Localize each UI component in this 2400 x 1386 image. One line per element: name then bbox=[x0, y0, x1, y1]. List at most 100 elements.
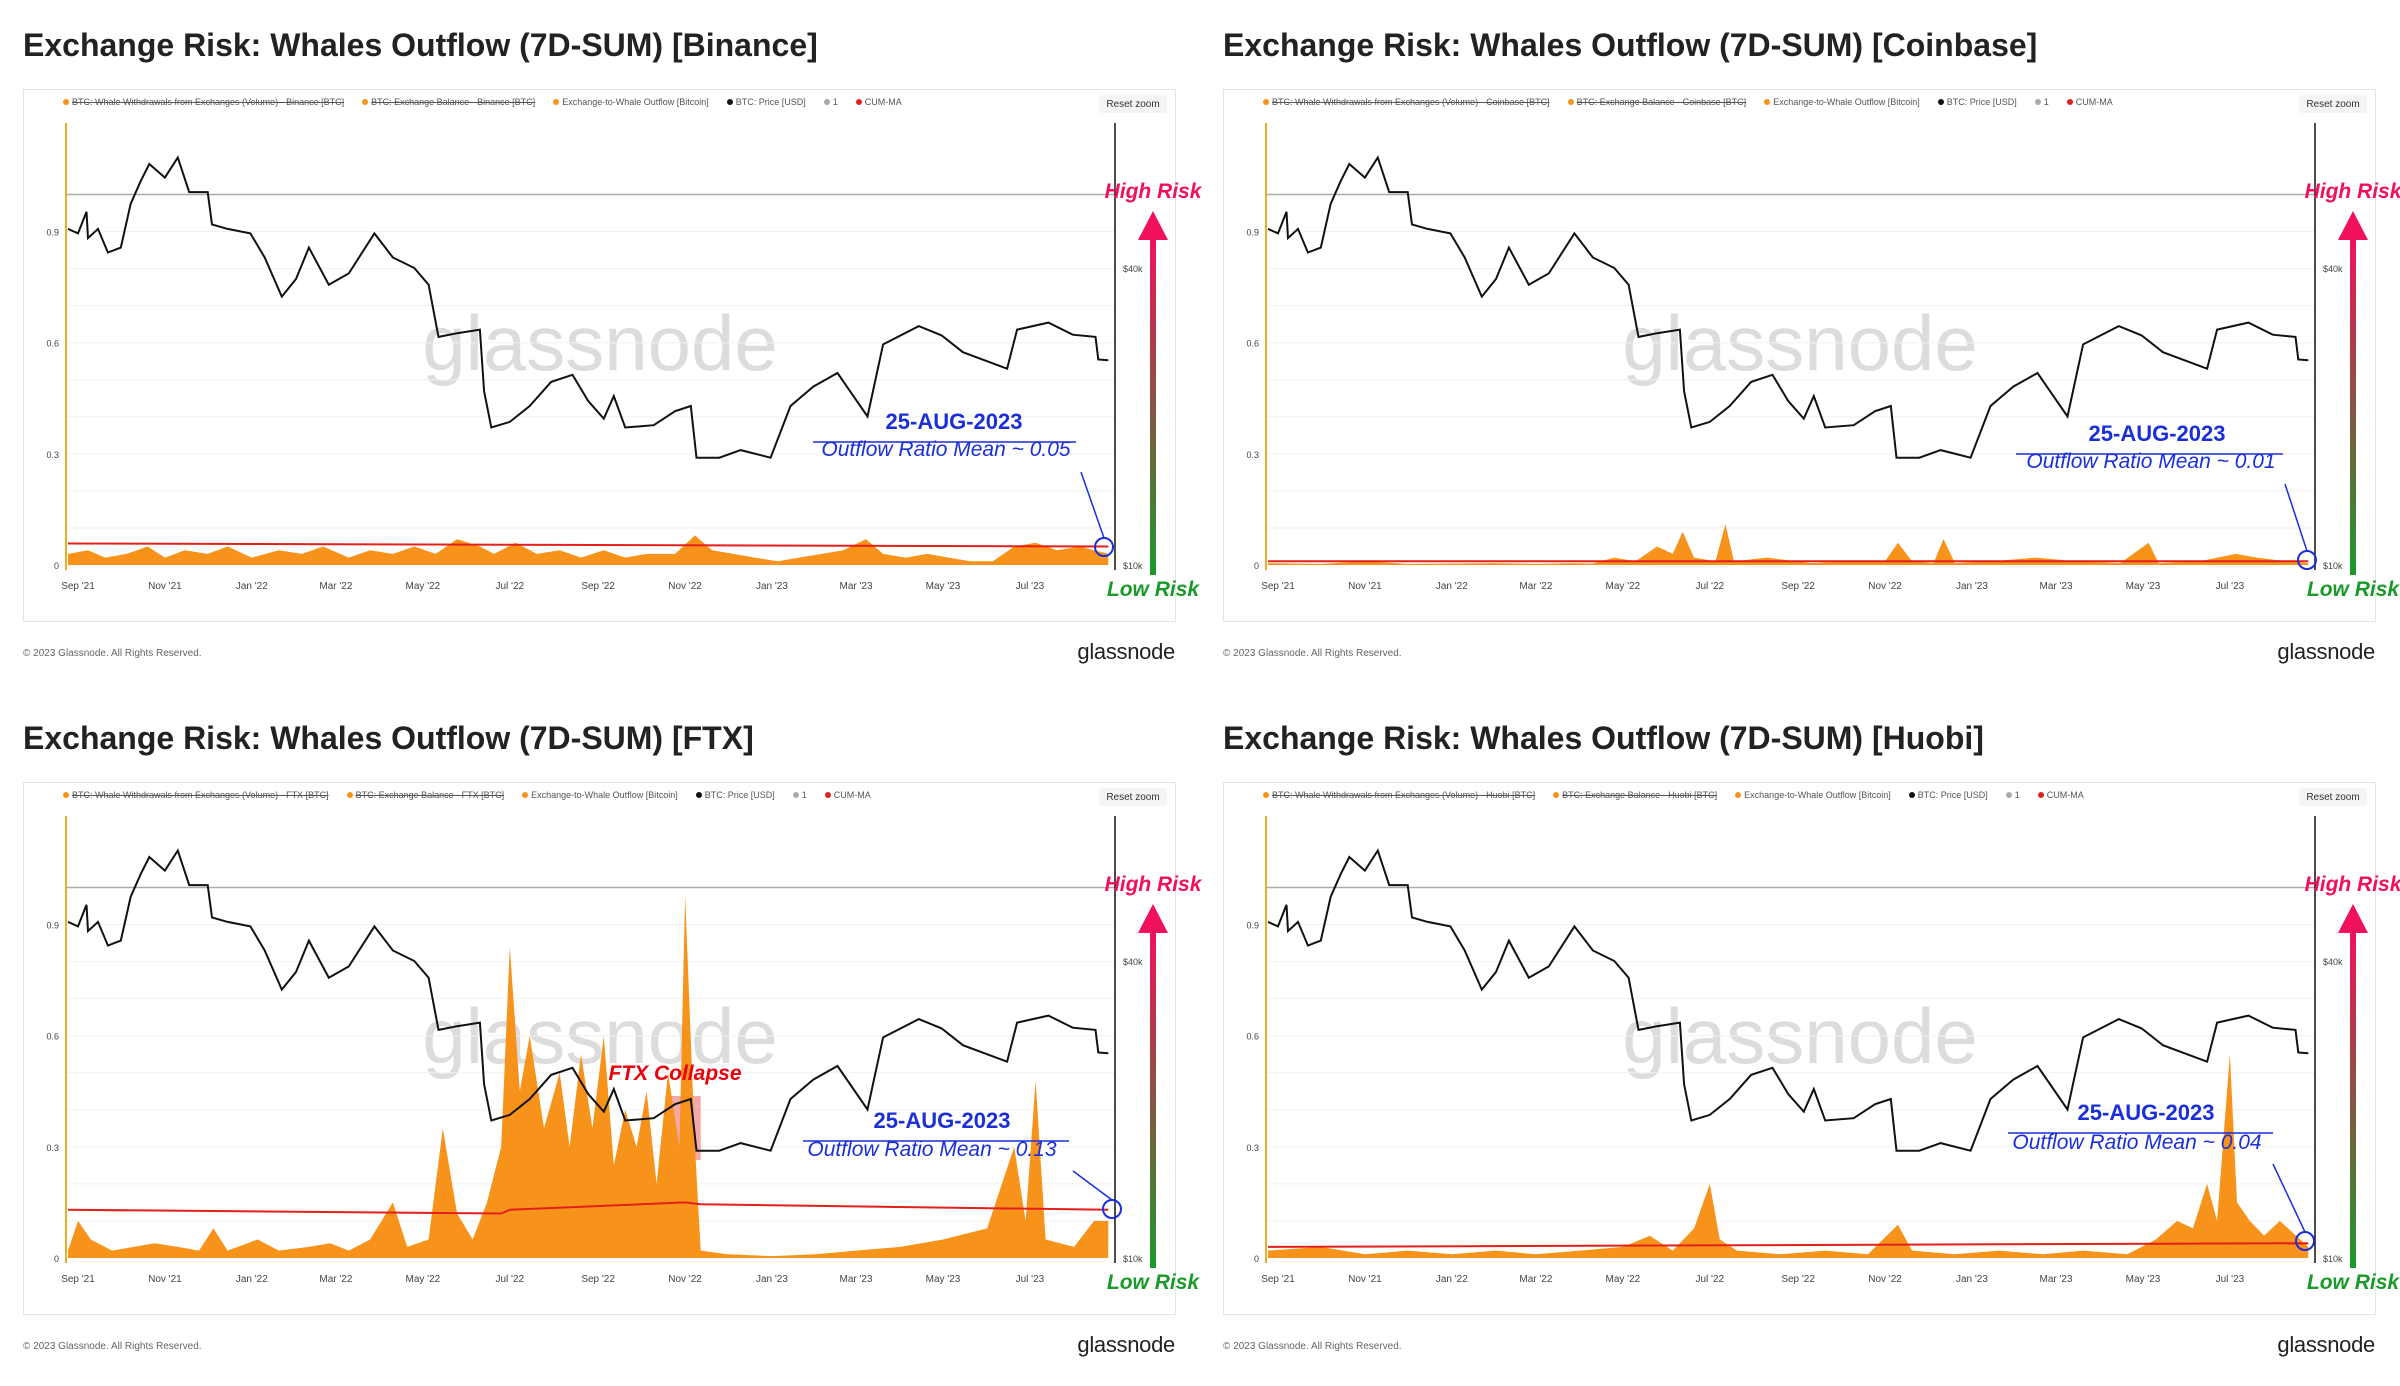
legend-whale-withdrawals[interactable]: BTC: Whale Withdrawals from Exchanges (V… bbox=[1263, 790, 1535, 800]
y-right-tick-label: $40k bbox=[1123, 957, 1143, 967]
risk-arrow-shaft bbox=[1150, 238, 1156, 575]
x-tick-label: Mar '23 bbox=[840, 581, 873, 592]
x-tick-label: Sep '21 bbox=[61, 581, 95, 592]
btc-price-line bbox=[1267, 155, 2309, 459]
legend-cum-ma[interactable]: CUM-MA bbox=[824, 790, 871, 800]
legend-exchange-balance[interactable]: BTC: Exchange Balance - Coinbase [BTC] bbox=[1567, 97, 1746, 107]
legend-marker-icon bbox=[1908, 792, 1915, 798]
chart-frame bbox=[23, 782, 1176, 1315]
btc-price-line bbox=[67, 155, 1109, 459]
legend-label: BTC: Exchange Balance - FTX [BTC] bbox=[355, 790, 505, 800]
y-left-tick-label: 0.3 bbox=[1246, 1143, 1259, 1153]
legend-exchange-balance[interactable]: BTC: Exchange Balance - Binance [BTC] bbox=[362, 97, 535, 107]
x-tick-label: Jan '23 bbox=[756, 581, 788, 592]
y-left-tick-label: 0.9 bbox=[1246, 228, 1259, 238]
high-risk-label: High Risk bbox=[1105, 180, 1203, 203]
outflow-area-series bbox=[1268, 1054, 2309, 1258]
y-right-tick-label: $10k bbox=[1123, 561, 1143, 571]
legend-label: BTC: Whale Withdrawals from Exchanges (V… bbox=[1272, 790, 1536, 800]
high-risk-label: High Risk bbox=[2305, 873, 2400, 896]
x-tick-label: Nov '22 bbox=[1868, 1274, 1902, 1285]
legend-marker-icon bbox=[63, 792, 69, 798]
y-right-tick-label: $40k bbox=[2323, 957, 2343, 967]
legend-cum-ma[interactable]: CUM-MA bbox=[2037, 790, 2084, 800]
y-right-tick-label: $40k bbox=[2323, 264, 2343, 274]
legend-cum-ma[interactable]: CUM-MA bbox=[2066, 97, 2113, 107]
glassnode-logo: glassnode bbox=[2277, 1332, 2375, 1357]
legend-btc-price[interactable]: BTC: Price [USD] bbox=[695, 790, 775, 800]
x-tick-label: Jan '23 bbox=[756, 1274, 788, 1285]
reset-zoom-button[interactable]: Reset zoom bbox=[1099, 788, 1167, 806]
x-tick-label: Mar '22 bbox=[319, 581, 352, 592]
x-tick-label: May '22 bbox=[405, 581, 440, 592]
legend-one-line[interactable]: 1 bbox=[2034, 97, 2049, 107]
legend-label: 1 bbox=[801, 790, 807, 800]
x-tick-label: Sep '21 bbox=[1261, 1274, 1295, 1285]
x-tick-label: May '23 bbox=[926, 581, 961, 592]
x-tick-label: Jul '22 bbox=[495, 581, 524, 592]
legend-one-line[interactable]: 1 bbox=[823, 97, 838, 107]
x-tick-label: Mar '22 bbox=[1519, 581, 1552, 592]
legend-one-line[interactable]: 1 bbox=[2005, 790, 2020, 800]
risk-arrow-shaft bbox=[2350, 931, 2356, 1268]
cum-ma-line bbox=[67, 1201, 1109, 1215]
chart-frame bbox=[23, 89, 1176, 622]
legend-exchange-balance[interactable]: BTC: Exchange Balance - Huobi [BTC] bbox=[1553, 790, 1717, 800]
legend-exchange-balance[interactable]: BTC: Exchange Balance - FTX [BTC] bbox=[346, 790, 505, 800]
legend: BTC: Whale Withdrawals from Exchanges (V… bbox=[1263, 790, 2084, 800]
risk-arrow-shaft bbox=[2350, 238, 2356, 575]
x-tick-label: Jul '22 bbox=[1695, 581, 1724, 592]
y-left-tick-label: 0.9 bbox=[46, 921, 59, 931]
cum-ma-line bbox=[1267, 1242, 2309, 1248]
reset-zoom-button[interactable]: Reset zoom bbox=[1099, 95, 1167, 113]
legend-marker-icon bbox=[522, 792, 529, 798]
arrow-up-icon bbox=[1138, 211, 1168, 240]
legend-one-line[interactable]: 1 bbox=[792, 790, 807, 800]
legend: BTC: Whale Withdrawals from Exchanges (V… bbox=[63, 97, 902, 107]
legend-whale-withdrawals[interactable]: BTC: Whale Withdrawals from Exchanges (V… bbox=[63, 790, 329, 800]
legend-label: CUM-MA bbox=[2046, 790, 2084, 800]
annotation-leader-line bbox=[2272, 1163, 2306, 1233]
x-tick-label: May '23 bbox=[2126, 1274, 2161, 1285]
annotation-date: 25-AUG-2023 bbox=[2089, 421, 2226, 446]
legend-whale-withdrawals[interactable]: BTC: Whale Withdrawals from Exchanges (V… bbox=[1263, 97, 1550, 107]
x-tick-label: Sep '22 bbox=[1781, 581, 1815, 592]
x-tick-label: Nov '22 bbox=[1868, 581, 1902, 592]
y-left-tick-label: 0 bbox=[1254, 561, 1259, 571]
reset-zoom-button[interactable]: Reset zoom bbox=[2299, 788, 2367, 806]
annotation-date: 25-AUG-2023 bbox=[874, 1108, 1011, 1133]
legend-whale-withdrawals[interactable]: BTC: Whale Withdrawals from Exchanges (V… bbox=[63, 97, 344, 107]
legend-btc-price[interactable]: BTC: Price [USD] bbox=[1937, 97, 2017, 107]
legend-marker-icon bbox=[2037, 792, 2044, 798]
annotation-leader-line bbox=[1080, 471, 1105, 539]
y-left-tick-label: 0.6 bbox=[46, 1032, 59, 1042]
legend-exchange-to-whale-outflow[interactable]: Exchange-to-Whale Outflow [Bitcoin] bbox=[553, 97, 709, 107]
high-risk-label: High Risk bbox=[1105, 873, 1203, 896]
legend-exchange-to-whale-outflow[interactable]: Exchange-to-Whale Outflow [Bitcoin] bbox=[522, 790, 678, 800]
legend-btc-price[interactable]: BTC: Price [USD] bbox=[1908, 790, 1988, 800]
chart-frame bbox=[1223, 782, 2376, 1315]
legend-label: BTC: Whale Withdrawals from Exchanges (V… bbox=[72, 97, 345, 107]
x-tick-label: May '22 bbox=[1605, 581, 1640, 592]
legend-exchange-to-whale-outflow[interactable]: Exchange-to-Whale Outflow [Bitcoin] bbox=[1735, 790, 1891, 800]
legend-label: 1 bbox=[832, 97, 838, 107]
legend-cum-ma[interactable]: CUM-MA bbox=[855, 97, 902, 107]
reset-zoom-button[interactable]: Reset zoom bbox=[2299, 95, 2367, 113]
y-left-tick-label: 0 bbox=[54, 561, 59, 571]
legend-btc-price[interactable]: BTC: Price [USD] bbox=[726, 97, 806, 107]
chart-title: Exchange Risk: Whales Outflow (7D-SUM) [… bbox=[23, 27, 818, 63]
arrow-up-icon bbox=[2338, 904, 2368, 933]
x-tick-label: Jul '23 bbox=[2216, 1274, 2245, 1285]
legend-label: Exchange-to-Whale Outflow [Bitcoin] bbox=[1744, 790, 1891, 800]
copyright: © 2023 Glassnode. All Rights Reserved. bbox=[1223, 1341, 1402, 1352]
legend-exchange-to-whale-outflow[interactable]: Exchange-to-Whale Outflow [Bitcoin] bbox=[1764, 97, 1920, 107]
x-tick-label: May '23 bbox=[2126, 581, 2161, 592]
legend-label: CUM-MA bbox=[2075, 97, 2113, 107]
annotation-circle bbox=[2295, 1231, 2315, 1251]
legend-label: BTC: Price [USD] bbox=[735, 97, 806, 107]
legend-marker-icon bbox=[2034, 99, 2041, 105]
